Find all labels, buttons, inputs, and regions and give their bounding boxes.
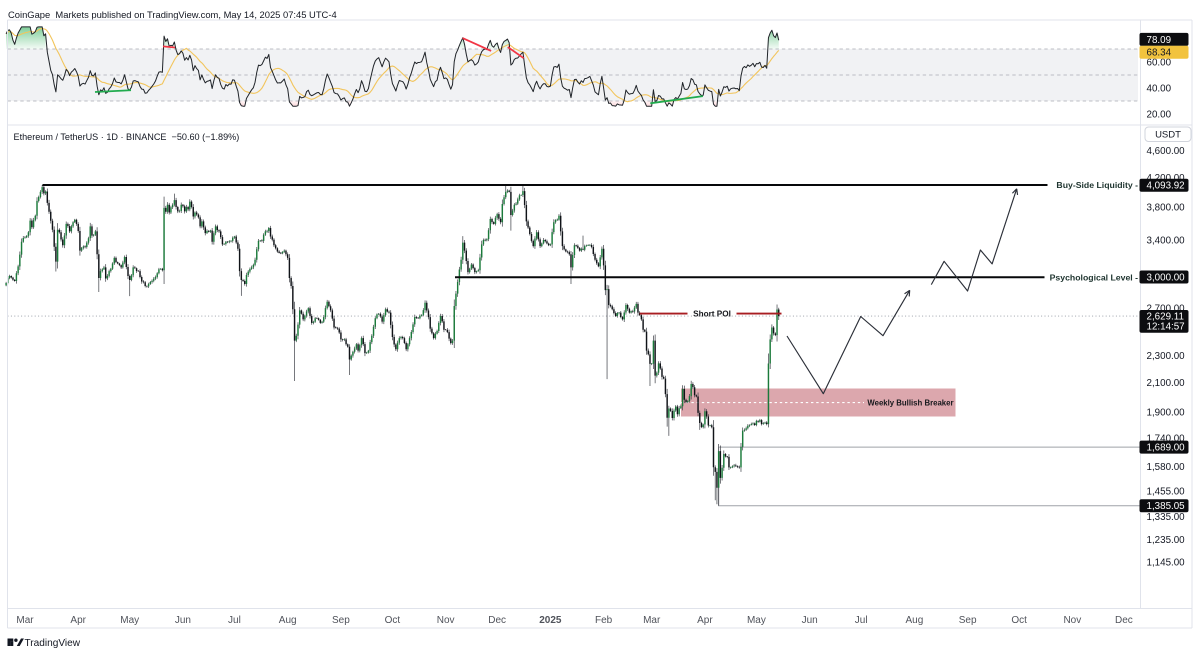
svg-text:2,100.00: 2,100.00 — [1147, 378, 1186, 389]
svg-text:1,900.00: 1,900.00 — [1147, 408, 1186, 419]
svg-text:2,300.00: 2,300.00 — [1147, 351, 1186, 362]
svg-text:Mar: Mar — [643, 615, 661, 626]
svg-text:Dec: Dec — [1115, 615, 1133, 626]
svg-text:Buy-Side Liquidity -: Buy-Side Liquidity - — [1056, 180, 1138, 190]
svg-text:Aug: Aug — [905, 615, 923, 626]
svg-text:12:14:57: 12:14:57 — [1147, 321, 1185, 332]
svg-text:4,600.00: 4,600.00 — [1147, 146, 1186, 157]
svg-text:Jun: Jun — [802, 615, 818, 626]
svg-text:1,335.00: 1,335.00 — [1147, 512, 1186, 523]
svg-text:3,800.00: 3,800.00 — [1147, 202, 1186, 213]
svg-text:1,689.00: 1,689.00 — [1147, 442, 1186, 453]
svg-text:CoinGape_Markets published on: CoinGape_Markets published on TradingVie… — [8, 9, 337, 20]
svg-text:1,580.00: 1,580.00 — [1147, 462, 1186, 473]
svg-text:Mar: Mar — [16, 615, 34, 626]
svg-text:Ethereum / TetherUS · 1D · BIN: Ethereum / TetherUS · 1D · BINANCE −50.6… — [14, 132, 240, 142]
svg-text:4,093.92: 4,093.92 — [1147, 181, 1185, 192]
svg-text:Sep: Sep — [332, 615, 350, 626]
svg-text:2,700.00: 2,700.00 — [1147, 304, 1186, 315]
svg-text:Sep: Sep — [959, 615, 977, 626]
svg-text:Oct: Oct — [385, 615, 401, 626]
svg-text:Dec: Dec — [488, 615, 506, 626]
svg-text:Apr: Apr — [70, 615, 86, 626]
svg-text:Aug: Aug — [279, 615, 297, 626]
svg-text:68.34: 68.34 — [1147, 48, 1172, 59]
svg-text:20.00: 20.00 — [1147, 109, 1172, 120]
svg-text:Oct: Oct — [1011, 615, 1027, 626]
svg-text:May: May — [120, 615, 139, 626]
svg-text:Weekly Bullish Breaker: Weekly Bullish Breaker — [867, 399, 953, 408]
svg-text:40.00: 40.00 — [1147, 83, 1172, 94]
svg-text:Nov: Nov — [437, 615, 455, 626]
svg-text:1,145.00: 1,145.00 — [1147, 558, 1186, 569]
svg-text:Jul: Jul — [228, 615, 241, 626]
svg-text:Psychological Level -: Psychological Level - — [1050, 272, 1138, 282]
svg-text:Apr: Apr — [697, 615, 713, 626]
svg-text:USDT: USDT — [1155, 130, 1181, 141]
svg-text:May: May — [747, 615, 766, 626]
svg-text:3,000.00: 3,000.00 — [1147, 272, 1186, 283]
svg-text:78.09: 78.09 — [1147, 35, 1172, 46]
svg-text:Feb: Feb — [595, 615, 613, 626]
svg-text:2,629.11: 2,629.11 — [1147, 311, 1184, 322]
svg-text:TradingView: TradingView — [25, 638, 81, 649]
svg-text:2025: 2025 — [539, 615, 562, 626]
svg-text:4,200.00: 4,200.00 — [1147, 173, 1186, 184]
svg-text:60.00: 60.00 — [1147, 57, 1172, 68]
svg-text:Jul: Jul — [855, 615, 868, 626]
svg-text:1,385.05: 1,385.05 — [1147, 501, 1186, 512]
svg-text:1,235.00: 1,235.00 — [1147, 535, 1186, 546]
svg-text:Jun: Jun — [175, 615, 191, 626]
svg-text:1,740.00: 1,740.00 — [1147, 434, 1186, 445]
svg-text:Short POI: Short POI — [693, 310, 731, 319]
svg-text:1,455.00: 1,455.00 — [1147, 487, 1186, 498]
svg-text:3,400.00: 3,400.00 — [1147, 235, 1186, 246]
svg-text:Nov: Nov — [1063, 615, 1081, 626]
